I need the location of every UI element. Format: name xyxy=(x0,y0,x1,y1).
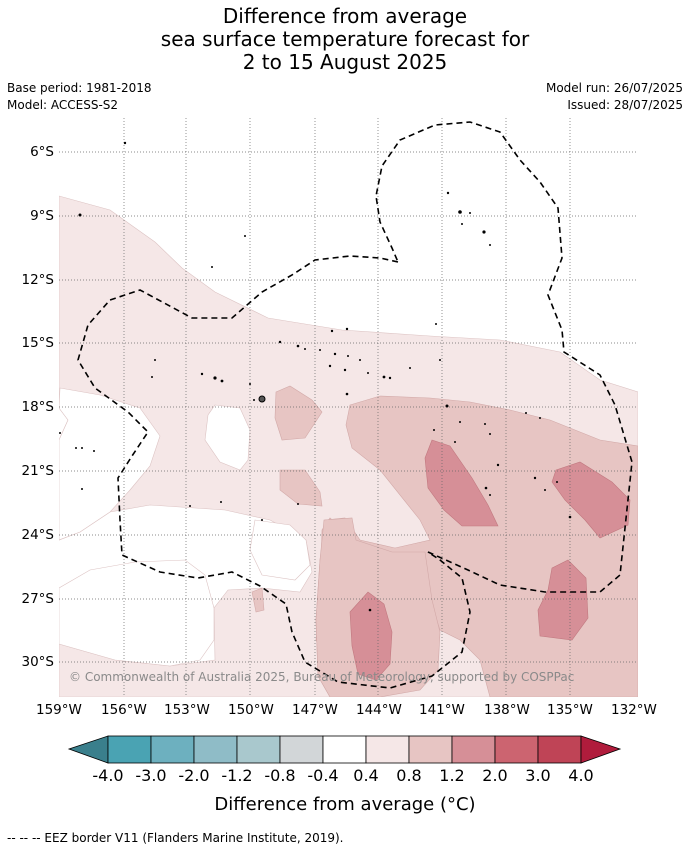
colorbar-swatch-9 xyxy=(451,735,496,764)
lat-label: 18°S xyxy=(21,399,55,415)
colorbar-tick-label: -0.8 xyxy=(264,766,296,785)
colorbar xyxy=(67,735,622,764)
anomaly-field-1-2-d xyxy=(349,591,393,681)
lat-label: 24°S xyxy=(21,527,55,543)
lat-label: 6°S xyxy=(30,144,54,160)
colorbar-swatch-6 xyxy=(322,735,367,764)
sst-anomaly-map xyxy=(59,118,638,697)
model-run: Model run: 26/07/2025 xyxy=(545,81,683,95)
pacific-islands xyxy=(59,141,572,612)
colorbar-swatch-8 xyxy=(408,735,453,764)
colorbar-tick-label: -2.0 xyxy=(178,766,210,785)
eez-legend-note: -- -- -- EEZ border V11 (Flanders Marine… xyxy=(7,831,344,845)
colorbar-extend-low xyxy=(67,735,109,764)
anomaly-field-neutral-c xyxy=(59,559,215,667)
colorbar-extend-high xyxy=(580,735,622,764)
colorbar-swatch-4 xyxy=(236,735,281,764)
lat-label: 9°S xyxy=(30,208,54,224)
lon-label: 156°W xyxy=(101,702,147,718)
anomaly-field-1-2-a xyxy=(424,439,499,527)
lon-label: 138°W xyxy=(484,702,530,718)
anomaly-field-0-8-small xyxy=(279,469,323,507)
lon-label: 159°W xyxy=(36,702,82,718)
colorbar-swatch-10 xyxy=(494,735,539,764)
lat-label: 27°S xyxy=(21,591,55,607)
anomaly-field-1-2-c xyxy=(537,559,589,641)
lon-label: 144°W xyxy=(356,702,402,718)
colorbar-tick-label: 0.8 xyxy=(396,766,422,785)
lat-label: 12°S xyxy=(21,272,55,288)
anomaly-field-1-2-b xyxy=(551,461,631,539)
lon-label: 141°W xyxy=(419,702,465,718)
graticule xyxy=(59,118,638,697)
colorbar-tick-label: 3.0 xyxy=(525,766,551,785)
colorbar-swatch-3 xyxy=(193,735,238,764)
anomaly-field-0-8-left xyxy=(274,385,323,441)
lat-label: 30°S xyxy=(21,654,55,670)
colorbar-swatch-7 xyxy=(365,735,410,764)
lon-label: 150°W xyxy=(228,702,274,718)
colorbar-swatch-11 xyxy=(537,735,582,764)
colorbar-title: Difference from average (°C) xyxy=(214,794,476,815)
colorbar-tick-label: 4.0 xyxy=(568,766,594,785)
anomaly-field-0-8-sliver xyxy=(251,587,265,613)
anomaly-field-neutral-a xyxy=(59,387,161,541)
map-title-line-2: sea surface temperature forecast for xyxy=(160,27,530,51)
eez-border-north xyxy=(77,121,633,689)
colorbar-tick-label: 0.4 xyxy=(353,766,379,785)
anomaly-field-neutral-d xyxy=(249,519,311,581)
colorbar-tick-label: -4.0 xyxy=(92,766,124,785)
colorbar-tick-label: -3.0 xyxy=(135,766,167,785)
lon-label: 132°W xyxy=(611,702,657,718)
colorbar-swatch-1 xyxy=(107,735,152,764)
anomaly-field-neutral-b xyxy=(204,404,251,471)
map-title-line-1: Difference from average xyxy=(222,4,468,28)
copyright-notice: © Commonwealth of Australia 2025, Bureau… xyxy=(69,670,575,684)
lat-label: 21°S xyxy=(21,463,55,479)
colorbar-swatch-5 xyxy=(279,735,324,764)
colorbar-tick-label: 2.0 xyxy=(482,766,508,785)
lon-label: 153°W xyxy=(164,702,210,718)
colorbar-swatch-2 xyxy=(150,735,195,764)
map-title-line-3: 2 to 15 August 2025 xyxy=(242,50,448,74)
colorbar-tick-label: 1.2 xyxy=(439,766,465,785)
colorbar-tick-label: -1.2 xyxy=(221,766,253,785)
colorbar-tick-label: -0.4 xyxy=(307,766,339,785)
model-name: Model: ACCESS-S2 xyxy=(7,98,119,112)
issued-date: Issued: 28/07/2025 xyxy=(567,98,683,112)
base-period: Base period: 1981-2018 xyxy=(7,81,152,95)
lat-label: 15°S xyxy=(21,335,55,351)
lon-label: 147°W xyxy=(292,702,338,718)
lon-label: 135°W xyxy=(547,702,593,718)
